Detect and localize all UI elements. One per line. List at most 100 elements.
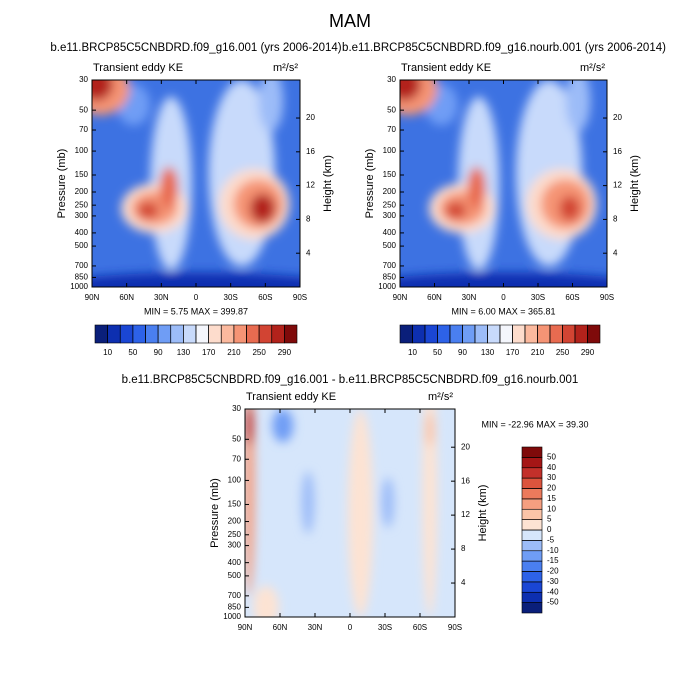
y-tick-label: 200 bbox=[383, 187, 397, 196]
colorbar-label: 170 bbox=[202, 348, 216, 357]
field bbox=[245, 409, 455, 617]
field bbox=[92, 80, 300, 287]
colorbar-label: 20 bbox=[547, 484, 556, 493]
x-tick-label: 30N bbox=[462, 293, 477, 302]
field-blob bbox=[381, 477, 395, 528]
colorbar-label: 0 bbox=[547, 525, 552, 534]
colorbar-label: 90 bbox=[458, 348, 467, 357]
field-blob bbox=[245, 409, 255, 597]
field-blobs bbox=[92, 80, 300, 287]
colorbar-box bbox=[233, 324, 247, 344]
colorbar-box bbox=[521, 529, 543, 541]
x-tick-label: 30S bbox=[378, 623, 392, 632]
colorbar-box bbox=[587, 324, 601, 344]
y-tick-label: 50 bbox=[232, 434, 241, 443]
colorbar-box bbox=[462, 324, 476, 344]
colorbar-box bbox=[521, 467, 543, 479]
y-tick-label: 70 bbox=[232, 454, 241, 463]
colorbar-label: 290 bbox=[278, 348, 292, 357]
field-blob bbox=[445, 202, 467, 219]
y-tick-label: 150 bbox=[75, 170, 89, 179]
x-tick-label: 0 bbox=[501, 293, 506, 302]
x-tick-label: 30N bbox=[308, 623, 323, 632]
field-blob bbox=[245, 409, 254, 447]
x-tick-label: 90N bbox=[393, 293, 408, 302]
x-tick-label: 90S bbox=[600, 293, 614, 302]
y-tick-label: 700 bbox=[228, 591, 242, 600]
y-tick-label: 150 bbox=[228, 500, 242, 509]
colorbar-box bbox=[521, 540, 543, 552]
colorbar-box bbox=[487, 324, 501, 344]
colorbar-box bbox=[94, 324, 108, 344]
x-tick-label: 0 bbox=[194, 293, 199, 302]
x-tick-label: 60S bbox=[413, 623, 427, 632]
x-tick-label: 30S bbox=[531, 293, 545, 302]
colorbar-label: -20 bbox=[547, 567, 559, 576]
y2-axis-label: Height (km) bbox=[322, 155, 334, 212]
y-tick-label: 100 bbox=[75, 146, 89, 155]
colorbar-box bbox=[424, 324, 438, 344]
y-tick-label: 30 bbox=[232, 404, 241, 413]
y-tick-label: 300 bbox=[228, 541, 242, 550]
x-tick-label: 60N bbox=[119, 293, 134, 302]
y2-tick-label: 4 bbox=[461, 578, 466, 587]
stats: MIN = -22.96 MAX = 39.30 bbox=[481, 419, 588, 429]
colorbar-box bbox=[119, 324, 134, 344]
colorbar-label: -50 bbox=[547, 598, 559, 607]
colorbar-label: 250 bbox=[556, 348, 570, 357]
colorbar-box bbox=[512, 324, 526, 344]
colorbar-box bbox=[271, 324, 285, 344]
colorbar-box bbox=[521, 519, 543, 531]
y-tick-label: 250 bbox=[383, 200, 397, 209]
field-blob bbox=[159, 166, 179, 209]
y-axis-label: Pressure (mb) bbox=[56, 149, 68, 219]
y2-tick-label: 8 bbox=[306, 215, 311, 224]
colorbar-box bbox=[499, 324, 513, 344]
y-tick-label: 500 bbox=[383, 241, 397, 250]
colorbar-label: -10 bbox=[547, 546, 559, 555]
colorbar-label: 10 bbox=[408, 348, 417, 357]
y-tick-label: 1000 bbox=[70, 282, 88, 291]
unit-label: m²/s² bbox=[428, 391, 453, 403]
colorbar-box bbox=[524, 324, 538, 344]
y-tick-label: 500 bbox=[75, 241, 89, 250]
y-tick-label: 70 bbox=[79, 125, 88, 134]
colorbar-box bbox=[574, 324, 588, 344]
y-tick-label: 700 bbox=[75, 261, 89, 270]
y2-tick-label: 20 bbox=[613, 113, 622, 122]
y-tick-label: 400 bbox=[383, 228, 397, 237]
colorbar-box bbox=[521, 591, 543, 603]
colorbar-label: 130 bbox=[481, 348, 495, 357]
field-blob bbox=[253, 585, 279, 617]
y-tick-label: 400 bbox=[75, 228, 89, 237]
x-tick-label: 30N bbox=[154, 293, 169, 302]
y-tick-label: 1000 bbox=[378, 282, 396, 291]
colorbar-box bbox=[208, 324, 222, 344]
y-tick-label: 500 bbox=[228, 571, 242, 580]
panel-label: Transient eddy KE bbox=[401, 62, 491, 74]
colorbar-box bbox=[195, 324, 209, 344]
y-tick-label: 50 bbox=[387, 105, 396, 114]
colorbar-box bbox=[521, 488, 543, 500]
colorbar-label: 130 bbox=[177, 348, 191, 357]
field-blob bbox=[137, 202, 159, 219]
colorbar-box bbox=[284, 324, 298, 344]
y-axis-label: Pressure (mb) bbox=[364, 149, 376, 219]
colorbar-box bbox=[521, 457, 543, 469]
panel-title: b.e11.BRCP85C5CNBDRD.f09_g16.nourb.001 (… bbox=[342, 42, 666, 54]
colorbar-label: 210 bbox=[227, 348, 241, 357]
y2-tick-label: 8 bbox=[613, 215, 618, 224]
y2-axis-label: Height (km) bbox=[477, 485, 489, 542]
colorbar-box bbox=[521, 446, 543, 458]
colorbar-box bbox=[246, 324, 260, 344]
y2-tick-label: 4 bbox=[613, 248, 618, 257]
colorbar-label: -30 bbox=[547, 577, 559, 586]
y2-tick-label: 12 bbox=[613, 181, 622, 190]
figure-title: MAM bbox=[329, 11, 371, 31]
colorbar-box bbox=[449, 324, 463, 344]
colorbar-label: 5 bbox=[547, 515, 552, 524]
x-tick-label: 90N bbox=[85, 293, 100, 302]
x-tick-label: 90N bbox=[238, 623, 253, 632]
y-tick-label: 1000 bbox=[223, 612, 241, 621]
